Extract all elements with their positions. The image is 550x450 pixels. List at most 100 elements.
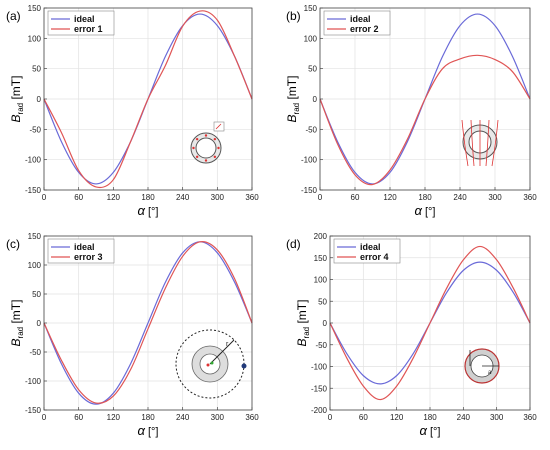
y-tick-label: -50	[305, 125, 317, 134]
x-tick-label: 180	[423, 413, 437, 422]
x-tick-label: 240	[176, 413, 190, 422]
x-axis-label: α [°]	[138, 203, 159, 218]
y-axis-label-unit: [mT]	[295, 300, 309, 327]
ring-magnet-with-offset-sensor-icon: r	[175, 329, 247, 399]
x-tick-label: 60	[74, 413, 83, 422]
y-axis-label-symbol: B	[295, 338, 309, 346]
segment-marker	[217, 146, 220, 150]
y-tick-label: -50	[29, 348, 41, 357]
y-tick-label: 50	[32, 65, 41, 74]
x-tick-label: 120	[383, 193, 397, 202]
legend-entry: ideal	[360, 242, 381, 252]
legend-box	[47, 10, 115, 36]
legend-box	[47, 238, 115, 264]
y-tick-label: -100	[25, 156, 42, 165]
x-tick-label: 0	[318, 193, 323, 202]
x-tick-label: 300	[211, 193, 225, 202]
series-line	[43, 241, 253, 405]
x-axis-label-unit: [°]	[145, 206, 159, 218]
y-axis-label-unit: [mT]	[9, 300, 23, 327]
y-tick-label: 150	[304, 4, 318, 13]
x-tick-label: 60	[74, 193, 83, 202]
x-tick-label: 0	[42, 413, 47, 422]
segment-marker	[213, 137, 217, 141]
x-tick-label: 180	[141, 193, 155, 202]
x-tick-label: 180	[141, 413, 155, 422]
panel-label: (a)	[6, 9, 21, 23]
y-tick-label: -100	[311, 363, 328, 372]
y-tick-label: 0	[323, 319, 328, 328]
segment-marker	[213, 155, 217, 159]
center-marker	[206, 363, 210, 367]
chart-panel: 0 60 120 180 240 300 360 150 100 50 0 -50 -100 -150 id…	[285, 4, 537, 218]
series-line	[329, 245, 531, 401]
legend-entry: error 1	[74, 24, 103, 34]
tilt-mark	[215, 123, 222, 130]
y-tick-label: 100	[304, 34, 318, 43]
offset-marker	[210, 361, 214, 365]
ring-magnet-in-field-icon	[461, 119, 499, 167]
x-axis-label-unit: [°]	[422, 206, 436, 218]
segment-marker	[195, 155, 199, 159]
x-tick-label: 120	[107, 413, 121, 422]
x-axis-label-unit: [°]	[427, 426, 441, 438]
y-tick-label: 50	[32, 290, 41, 299]
series-line	[43, 10, 253, 189]
panel-label: (d)	[286, 237, 301, 251]
y-tick-label: -150	[311, 384, 328, 393]
y-tick-label: 150	[314, 254, 328, 263]
y-axis-label-unit: [mT]	[285, 76, 299, 103]
y-tick-label: -100	[25, 377, 42, 386]
x-tick-label: 360	[245, 193, 259, 202]
y-tick-label: 100	[28, 261, 42, 270]
x-axis-label: α [°]	[420, 423, 441, 438]
x-tick-label: 360	[245, 413, 259, 422]
x-axis-label-symbol: α	[138, 423, 146, 438]
x-tick-label: 300	[211, 413, 225, 422]
y-tick-label: 100	[28, 34, 42, 43]
y-tick-label: -50	[315, 341, 327, 350]
field-line	[485, 119, 490, 167]
chart-panel: 0 60 120 180 240 300 360 200 150 100 50 0 -50 -100 -15…	[286, 232, 537, 438]
legend-entry: error 2	[350, 24, 379, 34]
legend-entry: ideal	[74, 242, 95, 252]
y-axis-label-subscript: rad	[16, 327, 25, 339]
x-tick-label: 120	[107, 193, 121, 202]
x-tick-label: 300	[490, 413, 504, 422]
x-tick-label: 360	[523, 413, 537, 422]
y-tick-label: -100	[301, 156, 318, 165]
ring-magnet-with-radius-error-icon: a	[464, 348, 500, 384]
y-axis-label-unit: [mT]	[9, 76, 23, 103]
y-tick-label: 200	[314, 232, 328, 241]
x-tick-label: 300	[488, 193, 502, 202]
x-axis-label-symbol: α	[415, 203, 423, 218]
y-tick-label: 0	[37, 319, 42, 328]
panel-label: (c)	[6, 237, 20, 251]
y-tick-label: 50	[308, 65, 317, 74]
field-line	[461, 119, 469, 167]
legend-entry: error 4	[360, 252, 389, 262]
y-tick-label: -150	[25, 406, 42, 415]
y-axis-label: Brad [mT]	[9, 76, 25, 123]
legend-entry: ideal	[350, 14, 371, 24]
y-tick-label: -200	[311, 406, 328, 415]
y-tick-label: 0	[313, 95, 318, 104]
x-tick-label: 240	[453, 193, 467, 202]
inset-label: a	[488, 370, 492, 376]
legend-entry: error 3	[74, 252, 103, 262]
y-axis-label: Brad [mT]	[295, 300, 311, 347]
y-tick-label: -150	[25, 186, 42, 195]
x-axis-label-unit: [°]	[145, 426, 159, 438]
x-tick-label: 240	[457, 413, 471, 422]
field-line	[491, 119, 499, 167]
y-axis-label-subscript: rad	[302, 327, 311, 339]
x-tick-label: 120	[390, 413, 404, 422]
y-tick-label: 150	[28, 232, 42, 241]
ring-inner-circle	[195, 137, 217, 159]
radius-arrow	[209, 339, 235, 365]
x-tick-label: 60	[359, 413, 368, 422]
field-line	[470, 119, 475, 167]
